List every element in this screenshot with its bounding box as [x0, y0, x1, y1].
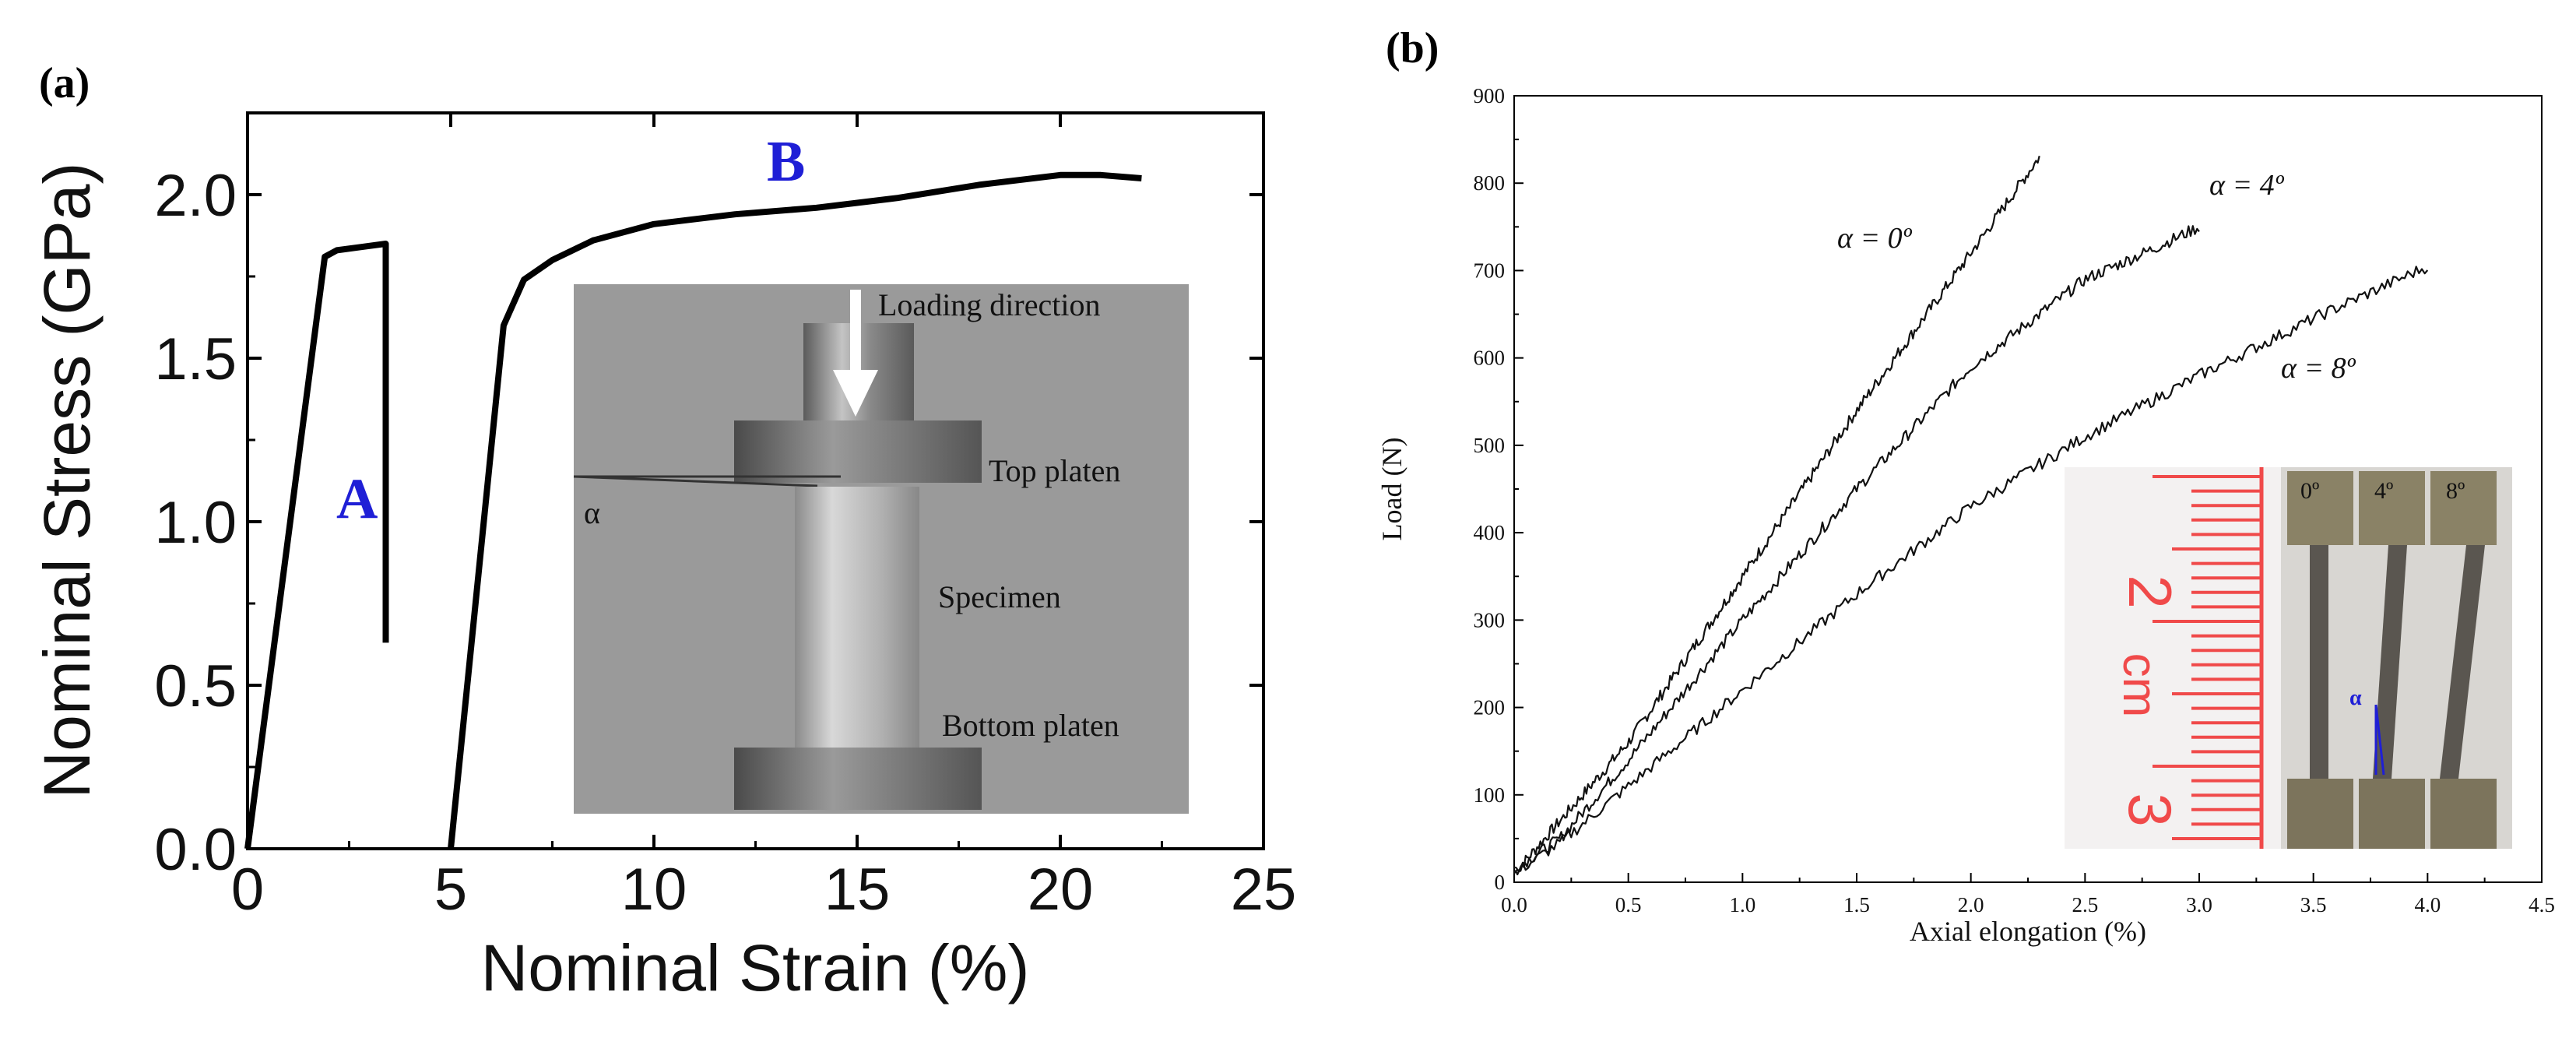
- panel-a-y-tick-label-4: 2.0: [154, 163, 237, 229]
- panel-b-x-tick-label-5: 2.5: [2072, 893, 2098, 917]
- panel-b-label: (b): [1386, 24, 1439, 72]
- panel-b-y-tick-label-4: 400: [1474, 521, 1506, 544]
- panel-a-x-tick-label-3: 15: [824, 857, 891, 923]
- panel-a-y-tick-label-2: 1.0: [154, 490, 237, 556]
- region-label-b: B: [767, 130, 805, 194]
- panel-b-y-tick-label-0: 0: [1495, 871, 1506, 894]
- panel-a-x-tick-label-1: 5: [434, 857, 467, 923]
- panel-a-x-tick-label-5: 25: [1231, 857, 1297, 923]
- panel-b-axes: 0.0 0.5 1.0 1.5 2.0 2.5 3.0 3.5 4.0 4.5 0 100 200 300…: [1474, 84, 2555, 917]
- sample-label-8: 8º: [2446, 478, 2465, 504]
- panel-a-x-tick-label-4: 20: [1028, 857, 1094, 923]
- panel-b-y-tick-label-5: 500: [1474, 434, 1506, 457]
- alpha-line-lower: [573, 475, 818, 487]
- panel-a-y-tick-label-3: 1.5: [154, 326, 237, 392]
- region-label-a: A: [336, 467, 378, 531]
- panel-b-x-tick-label-8: 4.0: [2414, 893, 2441, 917]
- panel-a-x-axis-title: Nominal Strain (%): [481, 931, 1030, 1004]
- panel-b-y-axis-title: Load (N): [1376, 438, 1407, 541]
- panel-a-y-tick-label-0: 0.0: [154, 817, 237, 883]
- panel-a: (a): [30, 59, 1296, 1004]
- panel-b-x-tick-label-2: 1.0: [1729, 893, 1755, 917]
- inset-alpha-label: α: [584, 495, 600, 530]
- panel-b-x-tick-label-7: 3.5: [2300, 893, 2327, 917]
- panel-b-x-tick-label-1: 0.5: [1615, 893, 1642, 917]
- specimen-cylinder: [795, 487, 919, 748]
- inset-label-specimen: Specimen: [938, 579, 1061, 614]
- panel-b-x-tick-label-4: 2.0: [1958, 893, 1984, 917]
- photo-alpha-label: α: [2349, 686, 2362, 710]
- sample-4-deg: [2359, 471, 2425, 849]
- panel-a-y-tick-label-1: 0.5: [154, 653, 237, 719]
- panel-a-series: [244, 171, 1142, 850]
- inset-label-bottom-platen: Bottom platen: [942, 708, 1119, 743]
- panel-b-x-tick-label-0: 0.0: [1501, 893, 1527, 917]
- panel-b-series-line-1: [1513, 225, 2200, 872]
- panel-b-series-line-0: [1513, 155, 2040, 876]
- bottom-platen: [734, 748, 982, 810]
- panel-b-y-tick-label-1: 100: [1474, 783, 1506, 807]
- ruler-label-3: 3: [2116, 793, 2184, 826]
- sample-label-0: 0º: [2300, 478, 2319, 504]
- specimen-photo-inset: 2 cm 3 0º 4º 8º α: [2065, 467, 2512, 849]
- panel-b-x-axis-title: Axial elongation (%): [1910, 916, 2146, 947]
- panel-a-x-tick-label-0: 0: [231, 857, 264, 923]
- inset-label-loading-direction: Loading direction: [878, 287, 1100, 322]
- panel-b-y-tick-label-8: 800: [1474, 171, 1506, 195]
- panel-b-y-tick-label-7: 700: [1474, 259, 1506, 282]
- panel-b-x-tick-label-6: 3.0: [2186, 893, 2212, 917]
- panel-a-label: (a): [39, 59, 90, 107]
- series-label-alpha-0: α = 0º: [1837, 222, 1913, 255]
- top-platen: [734, 420, 982, 483]
- panel-b-x-tick-label-3: 1.5: [1843, 893, 1870, 917]
- panel-b-y-tick-label-9: 900: [1474, 84, 1506, 107]
- ruler-label-2: 2: [2116, 575, 2184, 608]
- sample-label-4: 4º: [2374, 478, 2393, 504]
- panel-b-y-tick-label-3: 300: [1474, 608, 1506, 632]
- sample-8-deg: [2430, 471, 2497, 849]
- sample-0-deg: [2287, 471, 2353, 849]
- panel-b-series: [1513, 155, 2429, 876]
- series-label-alpha-8: α = 8º: [2281, 352, 2356, 385]
- panel-a-axes: 0 5 10 15 20 25 0.0 0.5 1.0 1.5 2.0: [154, 113, 1296, 923]
- panel-b-x-tick-label-9: 4.5: [2529, 893, 2555, 917]
- photo-alpha-line-tilted: [2374, 704, 2385, 776]
- panel-a-series-line-A: [244, 241, 389, 850]
- series-label-alpha-4: α = 4º: [2209, 169, 2285, 202]
- panel-b: (b) 0.0 0.5 1.0 1.5 2.0 2.5 3.0 3.5 4.0 4.5010020…: [1376, 24, 2555, 947]
- loading-arrow-icon: [833, 290, 878, 417]
- panel-b-series-line-2: [1513, 266, 2429, 874]
- panel-b-y-tick-label-2: 200: [1474, 696, 1506, 719]
- panel-a-y-axis-title: Nominal Stress (GPa): [30, 163, 104, 799]
- inset-label-top-platen: Top platen: [989, 453, 1120, 488]
- panel-a-series-line-B: [448, 171, 1142, 850]
- panel-a-x-tick-label-2: 10: [621, 857, 687, 923]
- panel-b-y-tick-label-6: 600: [1474, 347, 1506, 370]
- ruler-label-cm: cm: [2113, 653, 2167, 718]
- specimen-schematic-inset: Loading direction Top platen Specimen Bo…: [573, 284, 1189, 814]
- ruler: [2153, 467, 2264, 849]
